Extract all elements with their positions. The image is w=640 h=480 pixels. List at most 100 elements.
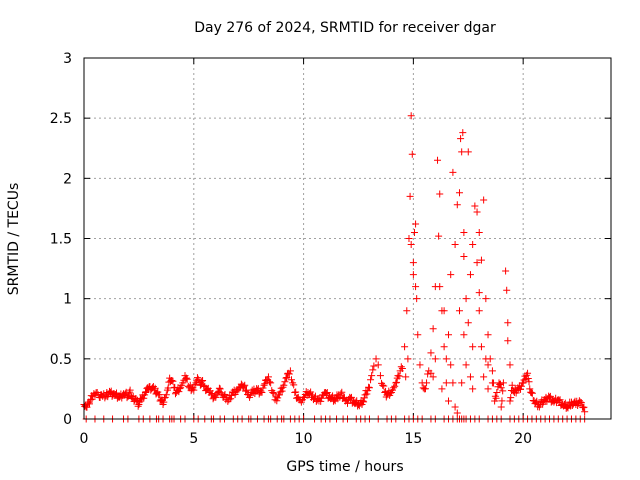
- data-point: [169, 377, 177, 385]
- data-point: [493, 389, 501, 397]
- data-point: [462, 295, 470, 303]
- data-point: [274, 394, 282, 402]
- data-point: [427, 349, 435, 357]
- data-point: [561, 399, 569, 407]
- data-point: [421, 385, 429, 393]
- data-point: [502, 267, 510, 275]
- data-point: [580, 403, 588, 411]
- y-tick-label: 2: [63, 171, 72, 187]
- data-point: [407, 241, 415, 249]
- data-point: [395, 372, 403, 380]
- data-point: [506, 361, 514, 369]
- data-point: [492, 394, 500, 402]
- data-point: [499, 379, 507, 387]
- data-point: [497, 403, 505, 411]
- data-point: [484, 331, 492, 339]
- data-point: [523, 371, 531, 379]
- data-point: [188, 385, 196, 393]
- data-point: [504, 337, 512, 345]
- data-point: [393, 378, 401, 386]
- data-point: [424, 370, 432, 378]
- data-point: [471, 202, 479, 210]
- data-point: [434, 156, 442, 164]
- data-point: [151, 384, 159, 392]
- data-point: [162, 391, 170, 399]
- data-point: [337, 390, 345, 398]
- data-point: [209, 395, 217, 403]
- data-point: [480, 373, 488, 381]
- data-point: [141, 391, 149, 399]
- data-point: [414, 331, 422, 339]
- data-point: [241, 381, 249, 389]
- data-point: [436, 190, 444, 198]
- data-point: [307, 388, 315, 396]
- data-point: [469, 385, 477, 393]
- data-point: [480, 196, 488, 204]
- data-point: [438, 385, 446, 393]
- data-point: [460, 228, 468, 236]
- chart-title: Day 276 of 2024, SRMTID for receiver dga…: [194, 20, 496, 36]
- data-point: [431, 355, 439, 363]
- data-point: [440, 307, 448, 315]
- data-point: [555, 397, 563, 405]
- data-point: [281, 378, 289, 386]
- data-point: [199, 376, 207, 384]
- data-point: [482, 295, 490, 303]
- data-point: [460, 331, 468, 339]
- data-point: [473, 259, 481, 267]
- y-tick-label: 1.5: [50, 232, 72, 248]
- data-point: [290, 381, 298, 389]
- data-point: [469, 343, 477, 351]
- data-point: [323, 389, 331, 397]
- data-point: [187, 387, 195, 395]
- data-point: [289, 379, 297, 387]
- data-point: [130, 397, 138, 405]
- data-point: [451, 403, 459, 411]
- x-tick-label: 10: [295, 431, 313, 447]
- data-point: [203, 386, 211, 394]
- data-point: [449, 168, 457, 176]
- data-point: [455, 307, 463, 315]
- data-point: [292, 388, 300, 396]
- plot-frame: [83, 57, 612, 420]
- data-point: [402, 373, 410, 381]
- data-point: [442, 355, 450, 363]
- data-point: [101, 394, 109, 402]
- data-point: [273, 397, 281, 405]
- data-point: [329, 392, 337, 400]
- data-point: [442, 379, 450, 387]
- data-point: [322, 389, 330, 397]
- data-point: [279, 383, 287, 391]
- data-point: [497, 384, 505, 392]
- data-point: [277, 384, 285, 392]
- data-point: [445, 331, 453, 339]
- data-point: [365, 383, 373, 391]
- data-point: [464, 148, 472, 156]
- data-point: [520, 376, 528, 384]
- data-point: [369, 366, 377, 374]
- data-point: [581, 408, 589, 416]
- data-point: [367, 376, 375, 384]
- data-point: [498, 397, 506, 405]
- data-point: [235, 384, 243, 392]
- data-point: [397, 363, 405, 371]
- data-point: [140, 394, 148, 402]
- data-point: [306, 389, 314, 397]
- data-point: [458, 379, 466, 387]
- data-point: [174, 384, 182, 392]
- data-point: [182, 374, 190, 382]
- data-point: [445, 397, 453, 405]
- data-point: [182, 375, 190, 383]
- data-point: [413, 295, 421, 303]
- data-point: [368, 372, 376, 380]
- data-point: [447, 361, 455, 369]
- data-point: [228, 391, 236, 399]
- data-point: [203, 385, 211, 393]
- y-tick-label: 3: [63, 51, 72, 67]
- data-point: [475, 289, 483, 297]
- data-point: [112, 389, 120, 397]
- data-point: [370, 362, 378, 370]
- data-point: [317, 397, 325, 405]
- data-point: [528, 389, 536, 397]
